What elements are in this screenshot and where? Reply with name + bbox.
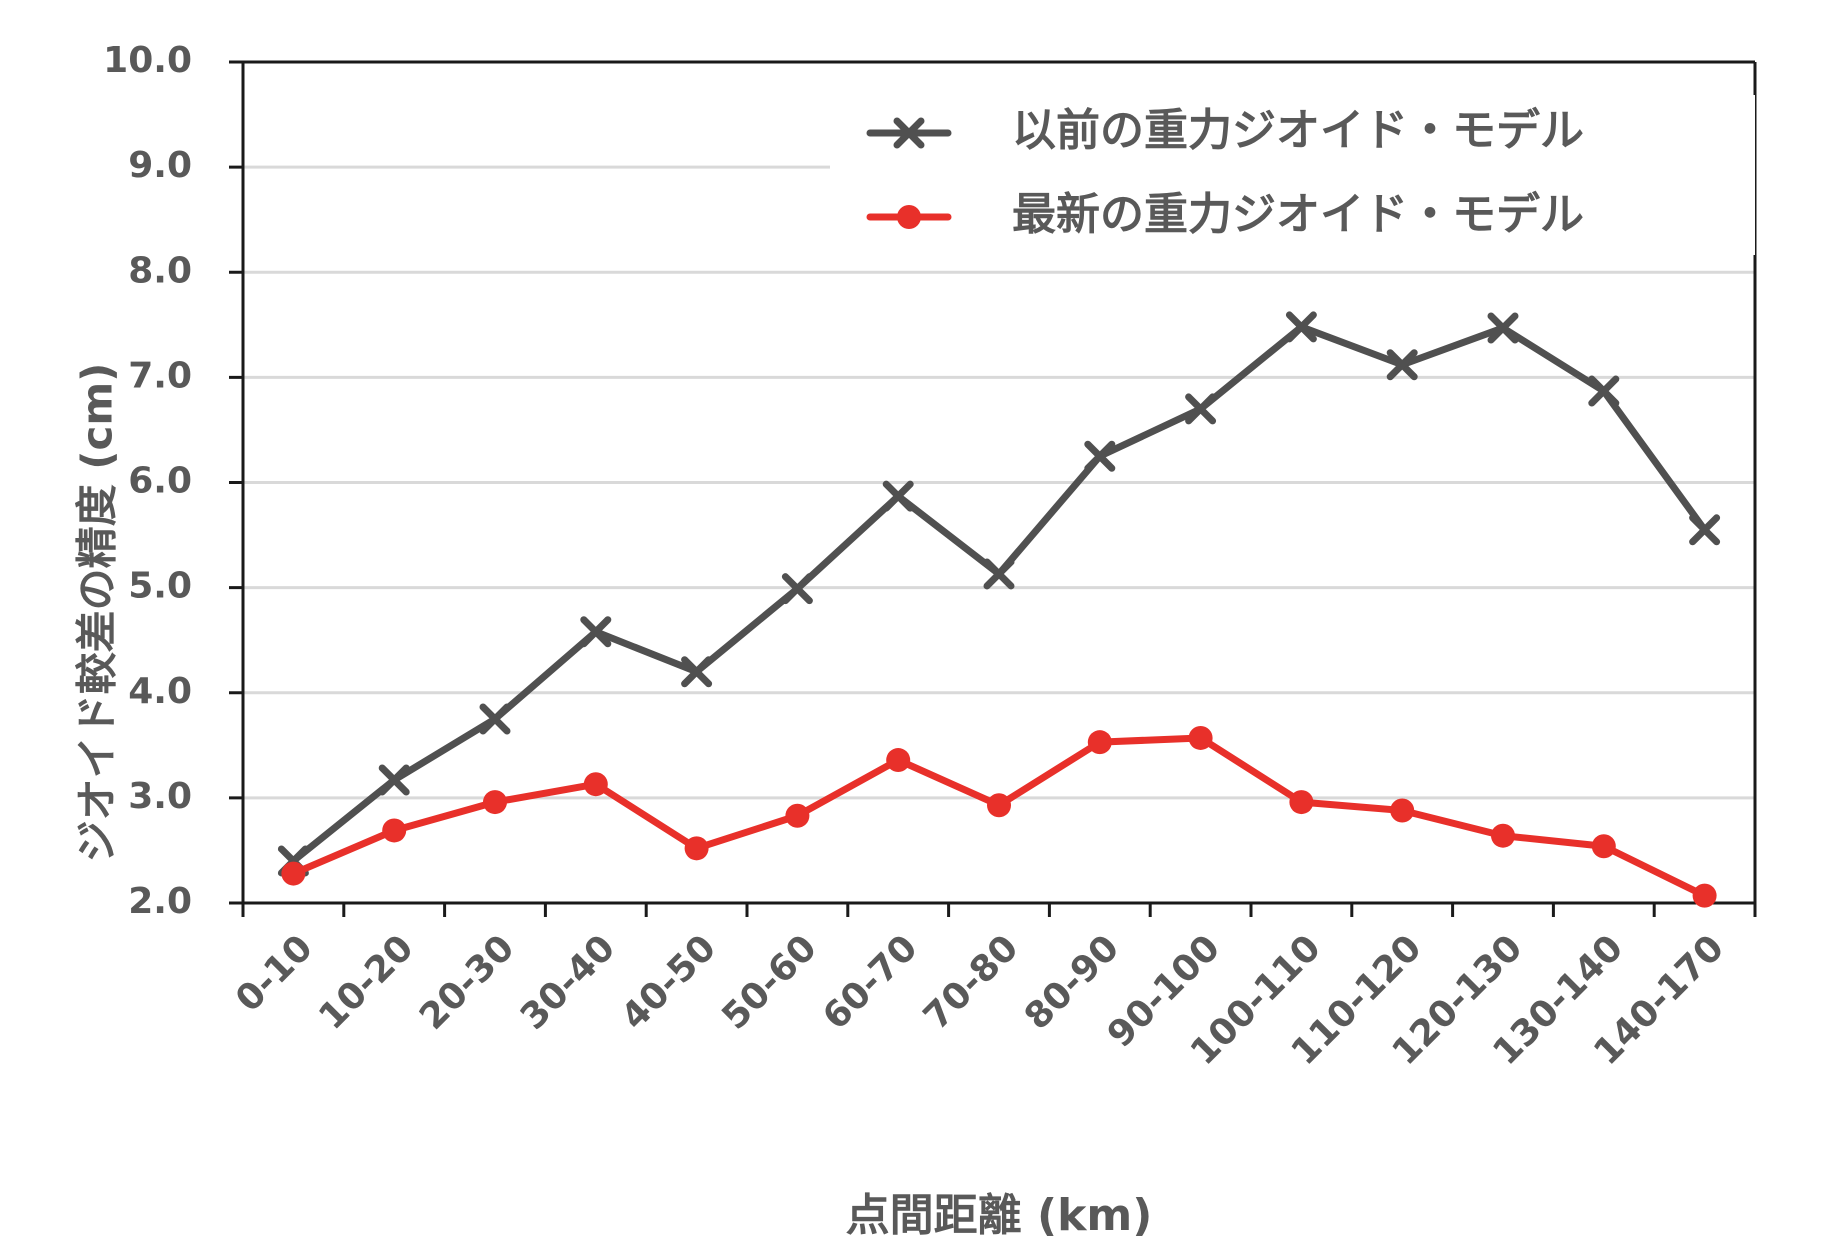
data-point-circle-marker — [987, 793, 1011, 818]
y-tick-label: 4.0 — [128, 671, 192, 712]
data-point-circle-marker — [1188, 725, 1213, 750]
gridlines — [243, 60, 1755, 800]
data-point-x-marker — [1588, 375, 1620, 407]
data-point-circle-marker — [583, 772, 608, 797]
data-point-circle-marker — [281, 861, 306, 886]
y-tick-label: 3.0 — [128, 776, 192, 817]
x-tick-label: 30-40 — [513, 927, 623, 1037]
data-point-x-marker — [882, 480, 914, 512]
y-tick-label: 10.0 — [103, 40, 192, 81]
data-point-circle-marker — [1390, 798, 1415, 823]
y-axis-tick-labels: 2.0 3.0 4.0 5.0 6.0 7.0 8.0 9.0 10.0 — [103, 40, 192, 922]
x-axis-tick-labels: 0-1010-2020-3030-4040-5050-6060-7070-808… — [228, 927, 1732, 1073]
data-point-circle-marker — [785, 803, 810, 828]
y-axis-title: ジオイド較差の精度 (cm) — [73, 363, 122, 863]
data-point-x-marker — [1185, 393, 1217, 425]
data-point-x-marker — [580, 616, 612, 648]
data-point-x-marker — [781, 573, 813, 605]
x-tick-label: 40-50 — [614, 927, 724, 1037]
data-point-x-marker — [1285, 311, 1317, 343]
legend-label: 以前の重力ジオイド・モデル — [1012, 105, 1584, 156]
x-tick-label: 20-30 — [412, 927, 522, 1037]
data-point-x-marker — [1084, 440, 1116, 472]
data-point-x-marker — [1386, 349, 1418, 381]
axes — [229, 60, 1757, 917]
y-tick-label: 5.0 — [128, 566, 192, 607]
legend-background — [830, 95, 1755, 255]
x-tick-label: 50-60 — [714, 927, 824, 1037]
legend-circle-marker — [897, 205, 921, 229]
series-line — [289, 323, 1709, 865]
data-point-circle-marker — [1087, 730, 1112, 755]
data-point-circle-marker — [1289, 790, 1314, 815]
data-point-circle-marker — [684, 836, 709, 861]
data-point-x-marker — [983, 558, 1015, 590]
y-tick-label: 8.0 — [128, 250, 192, 291]
data-point-circle-marker — [1491, 823, 1515, 848]
data-point-circle-marker — [1692, 883, 1717, 908]
y-tick-label: 6.0 — [128, 461, 192, 502]
data-point-circle-marker — [483, 790, 507, 815]
x-axis-title: 点間距離 (km) — [846, 1190, 1153, 1241]
data-point-circle-marker — [886, 748, 911, 773]
legend-item-2: 最新の重力ジオイド・モデル — [866, 189, 1584, 240]
data-point-x-marker — [378, 764, 410, 796]
x-tick-label: 0-10 — [228, 927, 321, 1020]
y-tick-label: 2.0 — [128, 881, 192, 922]
x-tick-label: 70-80 — [916, 927, 1026, 1037]
y-tick-label: 9.0 — [128, 145, 192, 186]
legend-item-1: 以前の重力ジオイド・モデル — [866, 105, 1584, 156]
data-point-x-marker — [681, 656, 713, 688]
data-point-circle-marker — [1591, 834, 1616, 859]
data-point-x-marker — [479, 703, 511, 735]
data-point-x-marker — [1689, 514, 1721, 546]
data-point-circle-marker — [382, 818, 407, 843]
series-1 — [277, 311, 1721, 877]
series-2 — [281, 725, 1717, 908]
x-tick-label: 60-70 — [815, 927, 925, 1037]
y-tick-label: 7.0 — [128, 355, 192, 396]
x-tick-label: 10-20 — [311, 927, 421, 1037]
legend-x-marker — [893, 117, 925, 149]
legend-label: 最新の重力ジオイド・モデル — [1012, 189, 1584, 240]
data-point-x-marker — [1487, 312, 1519, 344]
